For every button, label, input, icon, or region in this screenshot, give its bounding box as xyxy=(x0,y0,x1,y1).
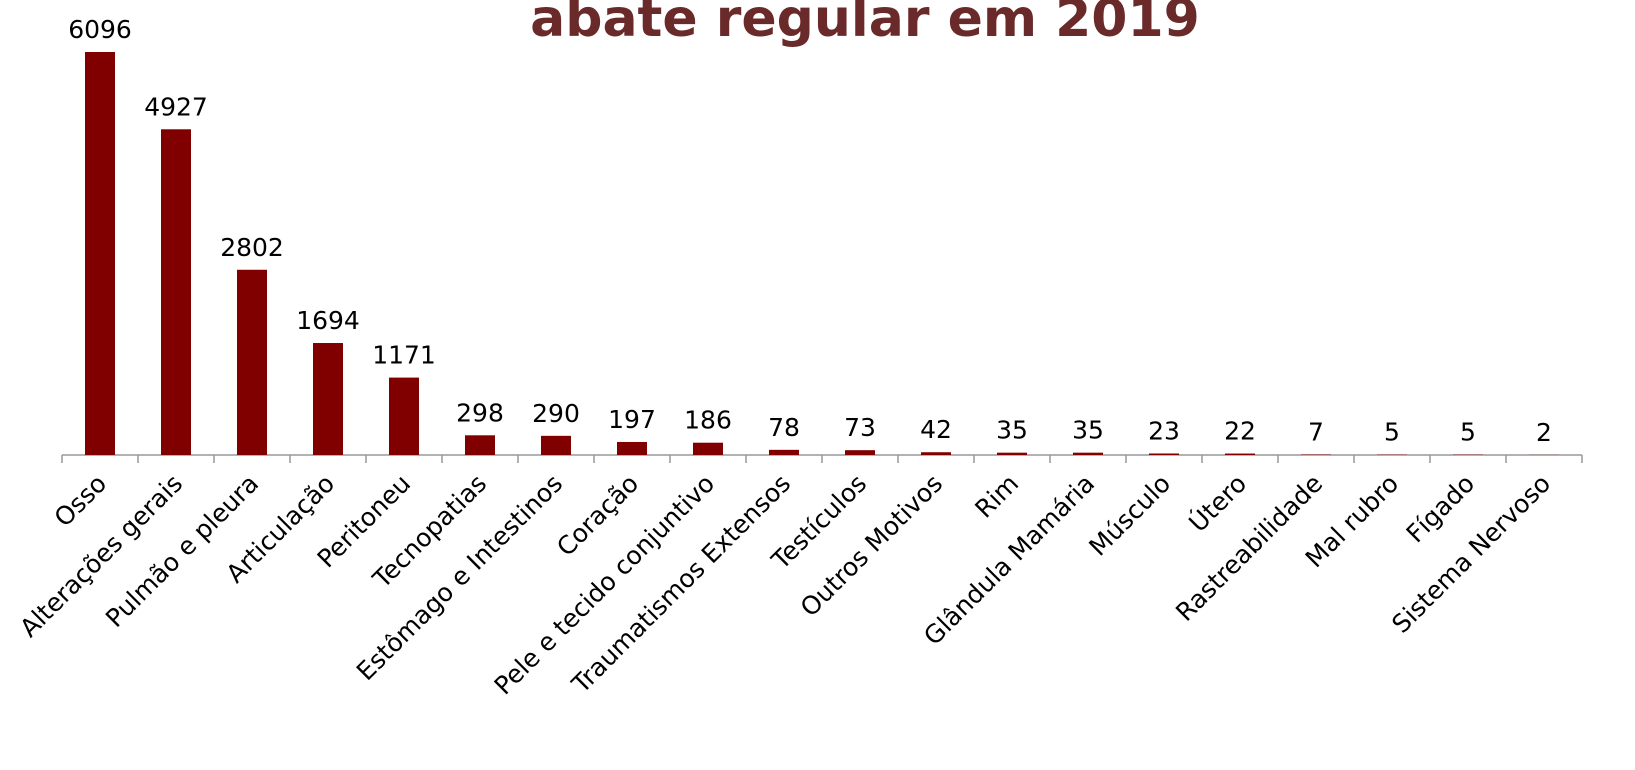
bar xyxy=(997,452,1027,455)
data-label: 73 xyxy=(844,413,876,442)
bar xyxy=(845,450,875,455)
data-label: 35 xyxy=(996,416,1028,445)
bar xyxy=(1225,453,1255,455)
bar xyxy=(465,435,495,455)
bar xyxy=(693,442,723,455)
data-label: 2 xyxy=(1536,418,1552,447)
x-tick-label: Rim xyxy=(969,469,1024,524)
bar xyxy=(85,52,115,455)
data-label: 1694 xyxy=(296,306,360,335)
data-label: 186 xyxy=(684,406,732,435)
bar xyxy=(237,269,267,455)
x-tick-label: Músculo xyxy=(1083,469,1176,562)
x-tick-label: Outros Motivos xyxy=(795,469,948,622)
bar xyxy=(769,449,799,455)
data-label: 35 xyxy=(1072,416,1104,445)
bar xyxy=(617,441,647,455)
bar xyxy=(1149,453,1179,455)
data-label: 5 xyxy=(1384,418,1400,447)
data-label: 197 xyxy=(608,405,656,434)
data-label: 23 xyxy=(1148,416,1180,445)
data-label: 42 xyxy=(920,415,952,444)
bar xyxy=(313,343,343,455)
bar xyxy=(389,377,419,455)
x-tick-label: Osso xyxy=(49,469,113,533)
data-label: 78 xyxy=(768,413,800,442)
data-label: 298 xyxy=(456,398,504,427)
data-label: 7 xyxy=(1308,418,1324,447)
data-label: 290 xyxy=(532,399,580,428)
data-label: 2802 xyxy=(220,233,284,262)
bar xyxy=(1073,452,1103,455)
x-tick-label: Útero xyxy=(1183,468,1253,538)
bar xyxy=(161,129,191,456)
data-label: 5 xyxy=(1460,418,1476,447)
data-label: 1171 xyxy=(372,341,436,370)
chart-title: abate regular em 2019 xyxy=(530,0,1200,49)
bar xyxy=(921,452,951,455)
data-label: 4927 xyxy=(144,92,208,121)
data-label: 22 xyxy=(1224,417,1256,446)
data-label: 6096 xyxy=(68,15,132,44)
bar xyxy=(541,435,571,455)
